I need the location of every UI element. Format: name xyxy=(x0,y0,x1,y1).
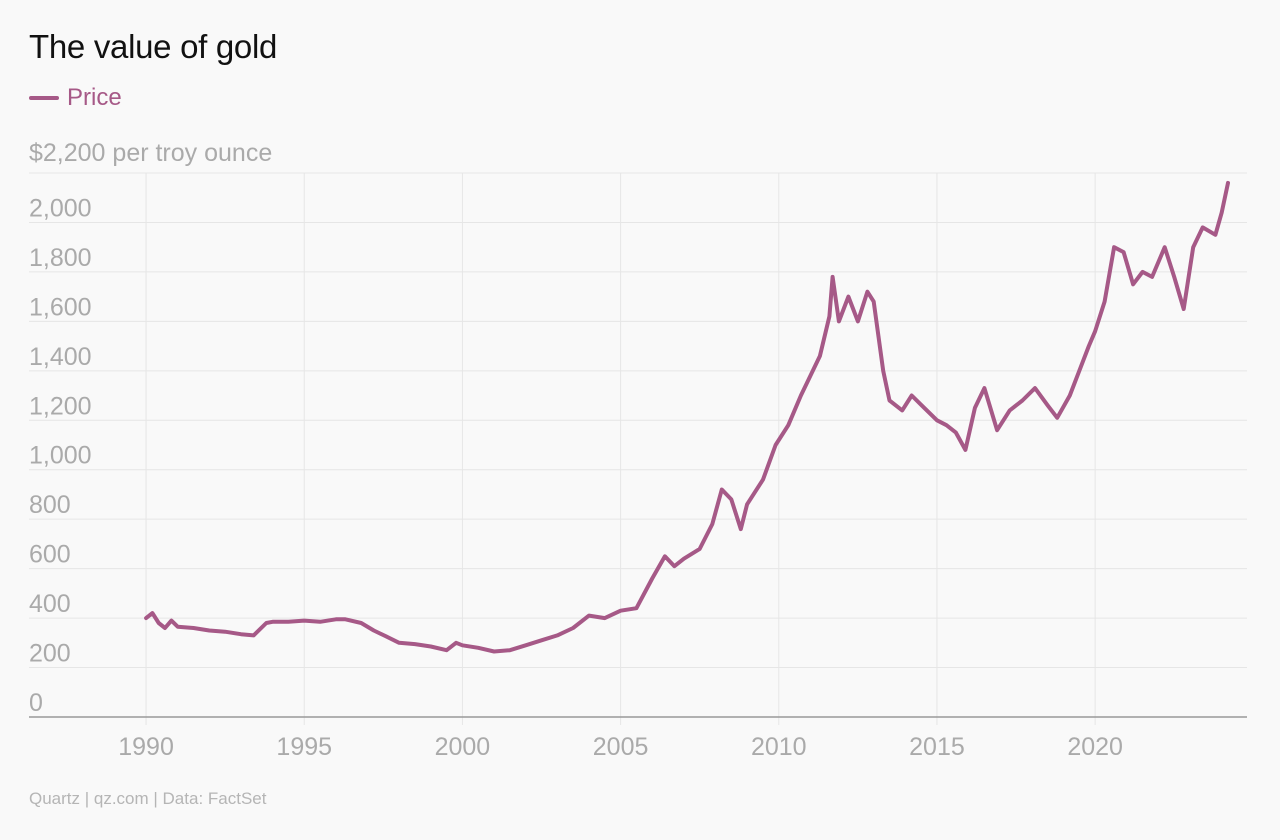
y-tick-label: 1,200 xyxy=(29,392,92,420)
x-tick-label: 1990 xyxy=(118,733,174,761)
x-tick-label: 2015 xyxy=(909,733,965,761)
y-tick-label: 1,000 xyxy=(29,442,92,470)
series-line-price xyxy=(144,180,1230,654)
y-tick-label: 800 xyxy=(29,491,71,519)
legend: Price xyxy=(29,84,122,112)
y-tick-label: 1,600 xyxy=(29,293,92,321)
y-tick-label: 2,000 xyxy=(29,194,92,222)
y-tick-label: 600 xyxy=(29,541,71,569)
y-tick-label: 1,800 xyxy=(29,244,92,272)
source-note: Quartz | qz.com | Data: FactSet xyxy=(29,789,267,808)
y-tick-label: 200 xyxy=(29,640,71,668)
legend-label-price: Price xyxy=(67,84,122,111)
x-tick-label: 1995 xyxy=(276,733,332,761)
y-tick-label: 400 xyxy=(29,590,71,618)
x-tick-label: 2000 xyxy=(435,733,491,761)
y-tick-label: 0 xyxy=(29,689,43,717)
x-tick-labels: 1990 1995 2000 2005 2010 2015 2020 xyxy=(118,733,1123,761)
y-tick-labels: 0 200 400 600 800 1,000 1,200 1,400 1,600 1,800 2,… xyxy=(29,194,92,717)
legend-swatch-price xyxy=(29,96,59,100)
y-tick-label: 1,400 xyxy=(29,343,92,371)
chart-title: The value of gold xyxy=(29,28,278,65)
y-axis-unit-label: $2,200 per troy ounce xyxy=(29,139,273,167)
grid xyxy=(29,172,1247,725)
x-tick-label: 2010 xyxy=(751,733,807,761)
series-lines xyxy=(144,180,1230,654)
x-tick-label: 2020 xyxy=(1067,733,1123,761)
x-tick-label: 2005 xyxy=(593,733,649,761)
